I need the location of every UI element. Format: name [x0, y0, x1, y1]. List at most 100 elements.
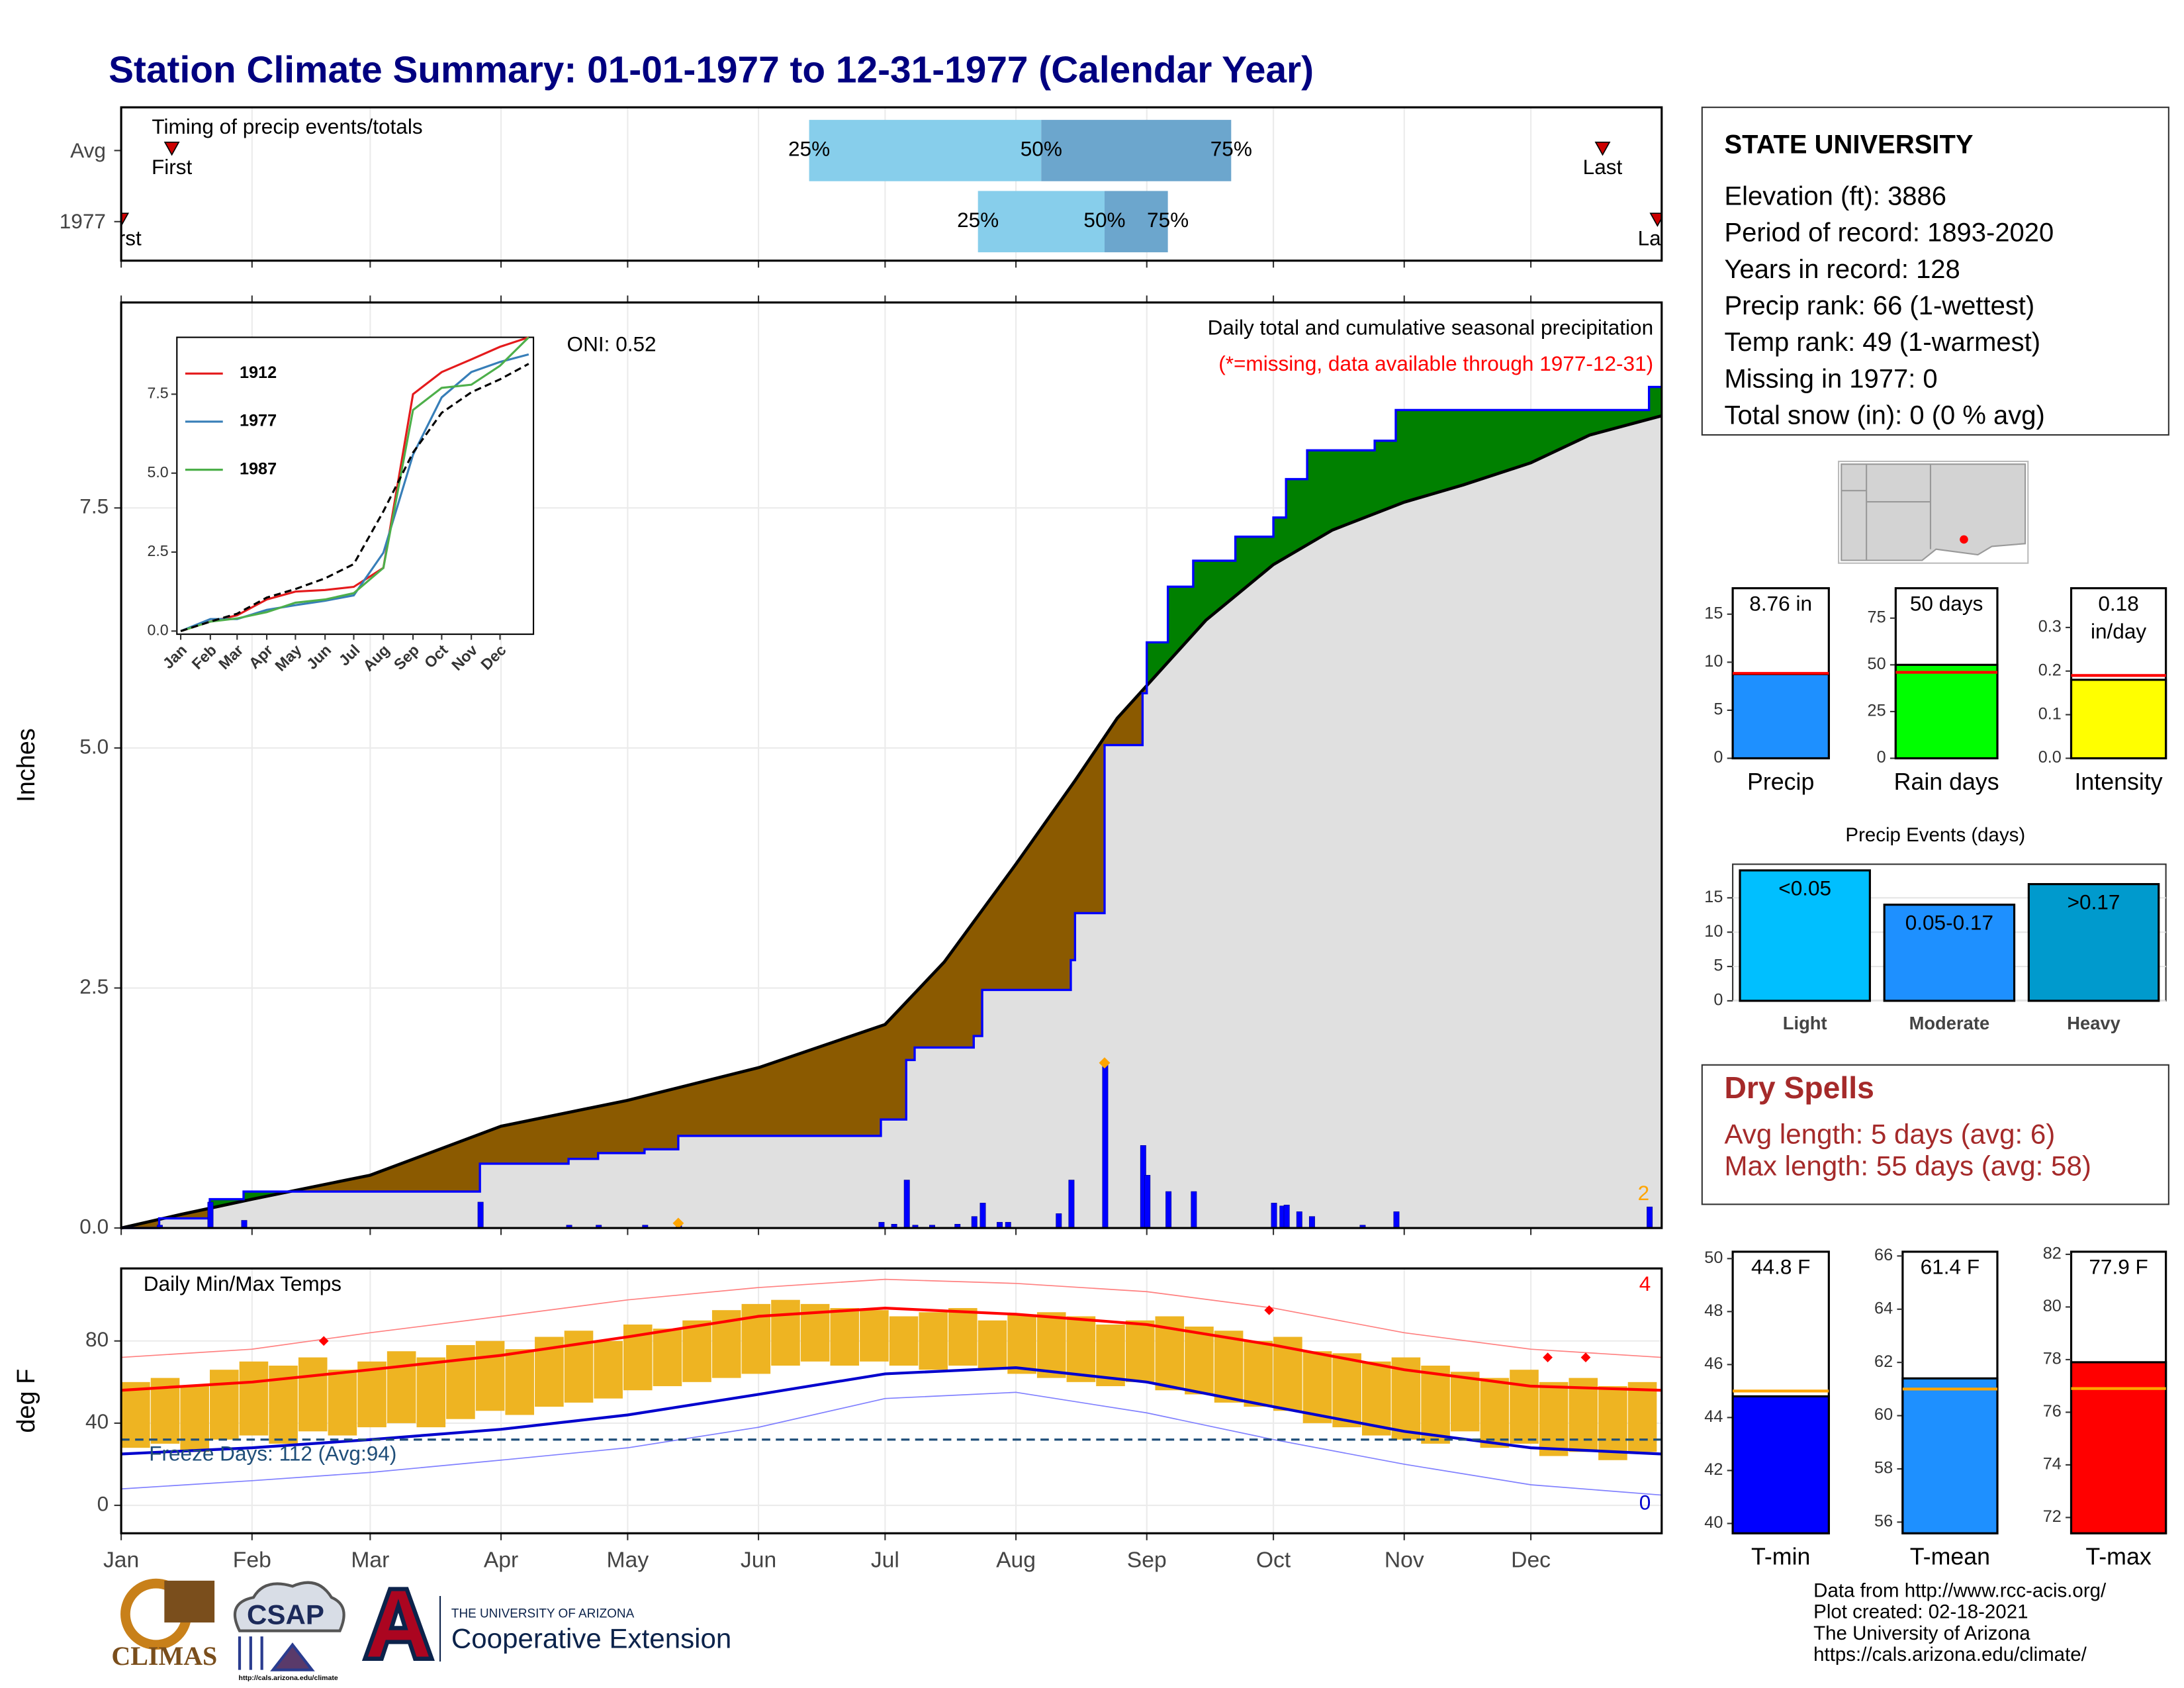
station-line: Elevation (ft): 3886	[1724, 182, 1946, 211]
temp-range-bar	[653, 1329, 682, 1387]
y-tick-label: 0.2	[2038, 661, 2062, 679]
record-max-line	[121, 1278, 1662, 1358]
bar	[2027, 883, 2160, 1002]
daily-bar	[1191, 1191, 1197, 1229]
station-line: Temp rank: 49 (1-warmest)	[1724, 328, 2040, 357]
bar	[2070, 1361, 2167, 1534]
temp-range-bar	[1539, 1382, 1569, 1456]
station-line: Precip rank: 66 (1-wettest)	[1724, 291, 2034, 320]
y-tick-label: 25	[1868, 702, 1886, 720]
temp-range-bar	[239, 1361, 269, 1436]
bar	[1739, 869, 1871, 1002]
temp-range-bar	[594, 1340, 623, 1399]
temp-range-bar	[1066, 1316, 1096, 1382]
timing-marker	[163, 141, 180, 156]
value-label-box: 61.4 F	[1921, 1256, 1980, 1280]
y-tick-label: 80	[85, 1327, 109, 1351]
station-line: Years in record: 128	[1724, 255, 1960, 284]
temp-range-bar	[1480, 1378, 1510, 1448]
bar	[1731, 1395, 1830, 1534]
timing-title: Timing of precip events/totals	[152, 115, 422, 138]
temp-range-bar	[860, 1310, 889, 1362]
record-marker	[1580, 1352, 1591, 1362]
legend-label: 1977	[240, 412, 277, 430]
value-label-box: 0.18 in/day	[2091, 592, 2146, 643]
x-tick-label: Apr	[484, 1548, 518, 1572]
normal-min-line	[121, 1366, 1662, 1456]
category-label: T-mean	[1910, 1544, 1990, 1570]
x-tick-label: Feb	[233, 1548, 271, 1572]
x-tick-label: Dec	[1511, 1548, 1551, 1572]
daily-bar	[979, 1203, 986, 1229]
category-label: Light	[1783, 1013, 1827, 1033]
daily-bar	[477, 1201, 484, 1229]
page-title: Station Climate Summary: 01-01-1977 to 1…	[109, 50, 1314, 91]
y-tick-label: 44	[1704, 1407, 1723, 1426]
temp-range-bar	[505, 1349, 535, 1415]
csap-logo: CSAP	[247, 1599, 324, 1630]
temp-range-bar	[1598, 1386, 1627, 1460]
y-tick-label: 75	[1868, 608, 1886, 626]
y-tick-label: 80	[2043, 1297, 2062, 1315]
daily-bar	[1102, 1062, 1109, 1229]
value-label-box: 8.76 in	[1749, 592, 1812, 616]
csap-url: http://cals.arizona.edu/climate	[239, 1674, 338, 1682]
precip-subtitle: Daily total and cumulative seasonal prec…	[1208, 315, 1654, 339]
footer-line: The University of Arizona	[1813, 1622, 2030, 1644]
value-label-box: 50 days	[1909, 592, 1983, 616]
category-label: Moderate	[1909, 1013, 1990, 1033]
climas-logo: CLIMAS	[111, 1641, 217, 1671]
y-tick-label: 2.5	[79, 974, 109, 998]
inset-line	[180, 336, 529, 632]
marker-label: Last	[1638, 226, 1678, 250]
x-tick-label: Oct	[1256, 1548, 1291, 1572]
temp-range-bar	[446, 1344, 475, 1419]
timing-frame	[120, 106, 1663, 262]
y-tick-label: 40	[85, 1409, 109, 1433]
percentile-label: 25%	[957, 208, 999, 232]
lower-box	[809, 120, 1042, 181]
category-label: T-max	[2085, 1544, 2151, 1570]
daily-bar	[1296, 1211, 1302, 1229]
temp-range-bar	[978, 1320, 1007, 1370]
marker-label: Last	[1583, 155, 1623, 179]
y-tick-label: 15	[1704, 888, 1723, 906]
logos: CLIMAS CSAP http://cals.arizona.edu/clim…	[111, 1578, 731, 1682]
y-tick-label: 0.3	[2038, 618, 2062, 636]
temp-range-bar	[1302, 1351, 1332, 1423]
temp-range-bar	[1627, 1382, 1657, 1452]
y-tick-label: 82	[2043, 1244, 2062, 1263]
y-axis-label: Inches	[13, 728, 40, 802]
csap-cloud	[233, 1581, 345, 1632]
temp-range-bar	[1421, 1365, 1450, 1444]
percentile-label: 75%	[1147, 208, 1189, 232]
y-tick-label: 40	[1704, 1513, 1723, 1532]
temp-range-bar	[771, 1299, 800, 1366]
y-axis-label: deg F	[13, 1369, 40, 1433]
temp-range-bar	[357, 1361, 387, 1428]
y-tick-label: 7.5	[147, 385, 168, 402]
category-label: Rain days	[1894, 769, 1999, 795]
temp-range-bar	[298, 1357, 328, 1432]
temp-range-bar	[210, 1370, 239, 1440]
temp-range-bar	[1244, 1340, 1273, 1407]
category-label: Heavy	[2067, 1013, 2120, 1033]
map-land	[1841, 463, 2026, 561]
climas-mark	[164, 1580, 215, 1623]
footer-line: Data from http://www.rcc-acis.org/	[1813, 1579, 2107, 1601]
upper-box	[1104, 191, 1168, 253]
temp-range-bar	[1510, 1370, 1539, 1444]
daily-bar	[971, 1216, 978, 1229]
x-tick-label: Jan	[103, 1548, 139, 1572]
y-tick-label: 48	[1704, 1301, 1723, 1320]
ua-name: THE UNIVERSITY OF ARIZONA	[451, 1607, 635, 1620]
value-label: 50 days	[1909, 592, 1983, 616]
x-tick-label: Sep	[1127, 1548, 1167, 1572]
average-line	[120, 414, 1662, 1230]
daily-bar	[1271, 1203, 1277, 1229]
row-label: Avg	[70, 138, 106, 162]
station-dot	[1960, 535, 1968, 544]
temp-range-bar	[475, 1340, 505, 1411]
y-tick-label: 76	[2043, 1402, 2062, 1421]
